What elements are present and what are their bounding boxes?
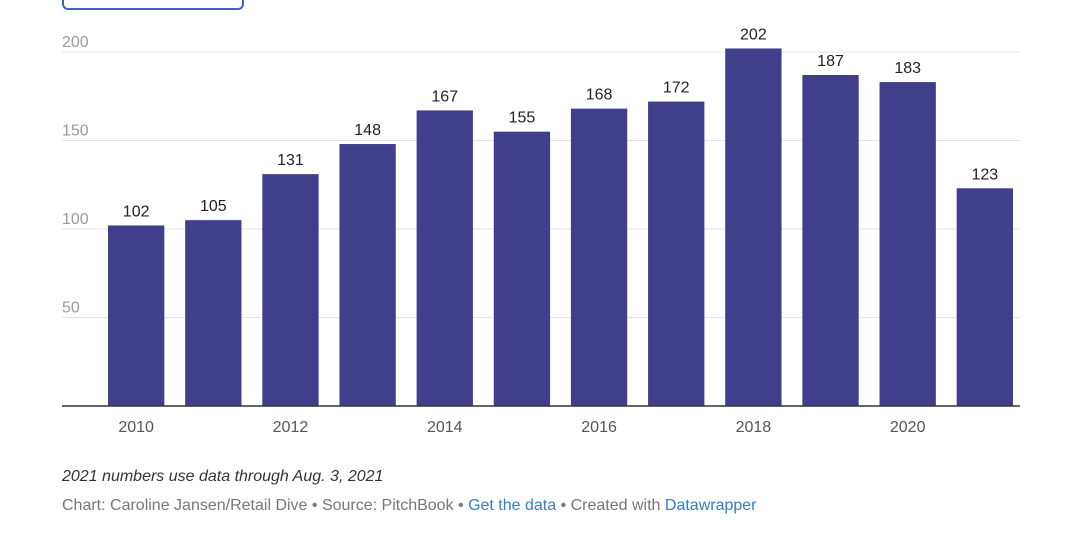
datawrapper-link[interactable]: Datawrapper: [664, 497, 757, 514]
bar: [879, 82, 936, 406]
credit-separator: • Created with: [556, 497, 665, 514]
y-tick-label: 50: [62, 300, 80, 317]
y-tick-label: 150: [62, 123, 89, 140]
x-tick-label: 2018: [736, 419, 772, 436]
bar: [802, 75, 859, 406]
get-the-data-link[interactable]: Get the data: [468, 497, 557, 514]
bar: [262, 174, 319, 406]
chart-note: 2021 numbers use data through Aug. 3, 20…: [62, 468, 384, 485]
x-tick-label: 2014: [427, 419, 463, 436]
bar: [185, 220, 242, 406]
data-label: 187: [817, 53, 844, 70]
bar: [956, 188, 1013, 406]
top-button[interactable]: [62, 0, 244, 10]
data-label: 172: [663, 80, 690, 97]
data-label: 155: [509, 110, 536, 127]
data-label: 123: [971, 166, 998, 183]
bar: [339, 144, 396, 407]
data-label: 148: [354, 122, 381, 139]
data-label: 131: [277, 152, 304, 169]
x-tick-label: 2012: [273, 419, 309, 436]
data-label: 167: [431, 88, 458, 105]
x-tick-label: 2016: [581, 419, 617, 436]
chart-credit: Chart: Caroline Jansen/Retail Dive • Sou…: [62, 497, 757, 515]
x-tick-label: 2010: [118, 419, 154, 436]
y-tick-label: 200: [62, 34, 89, 51]
bar: [648, 101, 705, 406]
x-tick-label: 2020: [890, 419, 926, 436]
data-label: 202: [740, 26, 767, 43]
data-label: 102: [123, 203, 150, 220]
data-label: 105: [200, 198, 227, 215]
data-label: 168: [586, 87, 613, 104]
bar: [570, 108, 628, 406]
bar-chart: 50 100 150 200 102 2010 105 131 2012 148 167 2014 15…: [62, 26, 1020, 436]
bar: [416, 110, 473, 406]
data-label: 183: [894, 60, 921, 77]
y-tick-label: 100: [62, 211, 89, 228]
bar: [493, 131, 551, 406]
credit-text: Chart: Caroline Jansen/Retail Dive • Sou…: [62, 497, 469, 514]
bar: [108, 225, 165, 406]
bar: [725, 48, 782, 407]
